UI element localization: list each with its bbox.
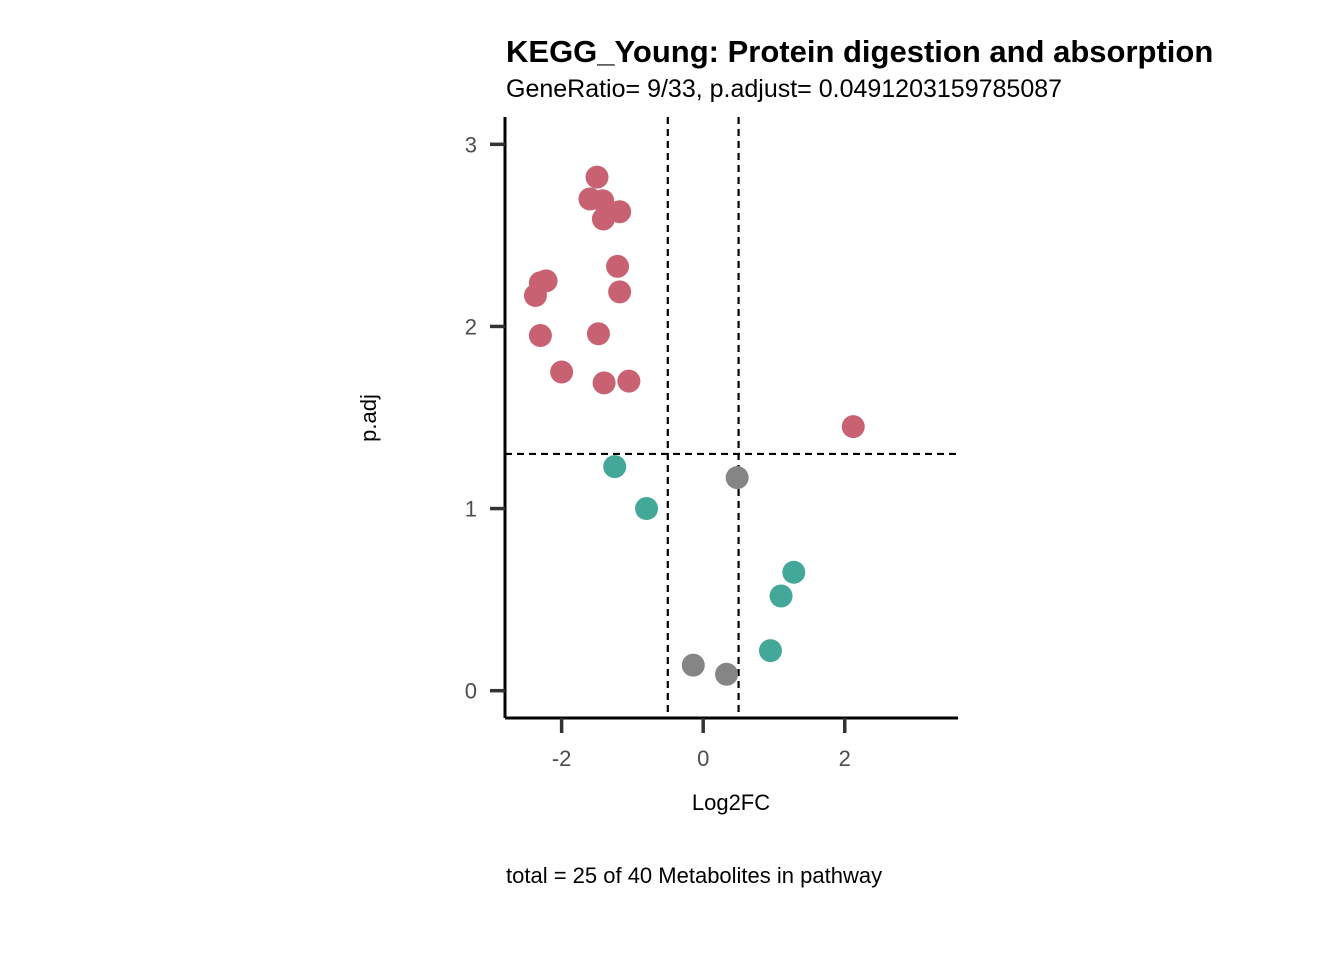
- reference-lines: [505, 117, 958, 718]
- point-significant-12: [586, 322, 610, 346]
- chart-caption: total = 25 of 40 Metabolites in pathway: [506, 863, 882, 888]
- point-significant-11: [528, 324, 552, 348]
- y-tick-label-3: 3: [465, 132, 477, 157]
- point-significant-6: [606, 254, 630, 278]
- x-axis-title: Log2FC: [692, 790, 770, 815]
- point-fold-only-2: [635, 497, 659, 521]
- y-tick-label-0: 0: [465, 679, 477, 704]
- point-fold-only-4: [769, 584, 793, 608]
- point-not-significant-1: [725, 466, 749, 490]
- point-significant-1: [585, 165, 609, 189]
- y-axis-title: p.adj: [356, 394, 381, 442]
- point-not-significant-3: [715, 662, 739, 686]
- x-tick-label-0: 0: [697, 746, 709, 771]
- point-significant-16: [841, 415, 865, 439]
- y-tick-label-2: 2: [465, 314, 477, 339]
- point-significant-3: [591, 189, 615, 213]
- y-tick-label-1: 1: [465, 497, 477, 522]
- y-axis-ticks: 0 1 2 3: [465, 132, 505, 704]
- chart-title: KEGG_Young: Protein digestion and absorp…: [506, 34, 1213, 69]
- point-significant-13: [550, 360, 574, 384]
- x-axis-ticks: -2 0 2: [552, 718, 851, 771]
- point-significant-15: [617, 369, 641, 393]
- point-significant-10: [523, 283, 547, 307]
- point-significant-14: [592, 371, 616, 395]
- x-tick-label--2: -2: [552, 746, 572, 771]
- data-points: [523, 165, 865, 686]
- point-fold-only-5: [758, 639, 782, 663]
- point-significant-7: [608, 280, 632, 304]
- x-tick-label-2: 2: [839, 746, 851, 771]
- chart-subtitle: GeneRatio= 9/33, p.adjust= 0.04912031597…: [506, 75, 1062, 103]
- point-significant-5: [608, 200, 632, 224]
- point-fold-only-1: [603, 455, 627, 479]
- point-fold-only-3: [782, 560, 806, 584]
- point-not-significant-2: [681, 653, 705, 677]
